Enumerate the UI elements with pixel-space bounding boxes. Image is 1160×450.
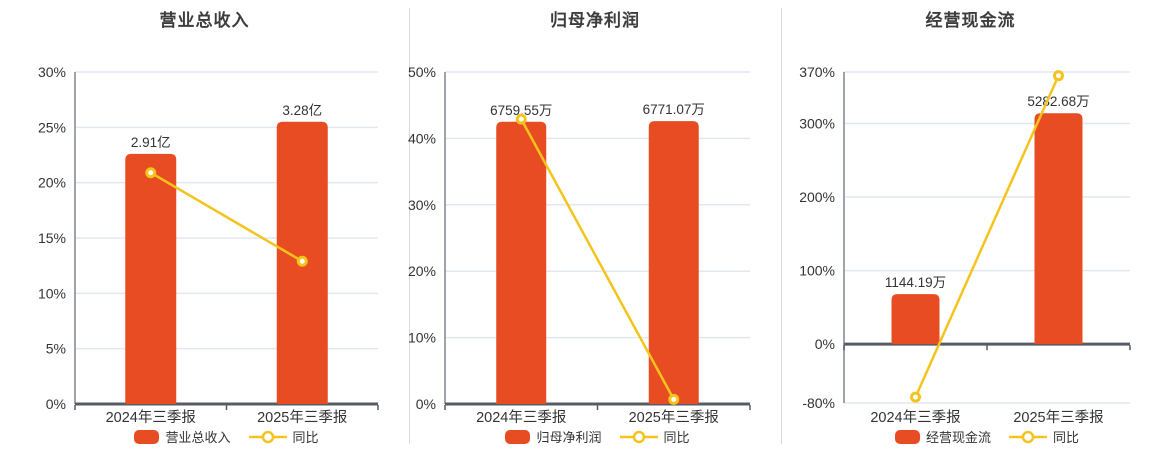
y-tick-label: 0% (815, 336, 835, 352)
operating-cash-flow-legend-bar-item[interactable]: 经营现金流 (894, 427, 991, 446)
y-tick-label: 300% (799, 115, 835, 131)
legend-bar-label: 归母净利润 (536, 430, 602, 445)
operating-cash-flow-bar-2024年三季报[interactable] (891, 294, 940, 345)
y-tick-label: 370% (799, 64, 835, 80)
x-category-label: 2025年三季报 (629, 409, 719, 426)
legend-bar-swatch-icon (134, 429, 160, 444)
bar-value-label: 2.91亿 (131, 135, 171, 150)
x-category-label: 2024年三季报 (106, 409, 196, 426)
legend-line-marker-icon (619, 430, 658, 443)
chart-title-operating-cash-flow: 经营现金流 (925, 11, 1016, 30)
x-category-label: 2024年三季报 (870, 409, 960, 426)
revenue-legend-line-item[interactable]: 同比 (248, 427, 319, 446)
legend-line-label: 同比 (663, 430, 690, 445)
operating-cash-flow-trend-point-2024年三季报[interactable] (910, 391, 921, 403)
legend-bar-label: 经营现金流 (925, 430, 991, 445)
operating-cash-flow-trend-line[interactable] (914, 75, 1060, 398)
x-category-label: 2025年三季报 (257, 409, 347, 426)
revenue-trend-point-2025年三季报[interactable] (296, 255, 308, 267)
y-tick-label: 200% (799, 189, 835, 205)
legend-line-label: 同比 (292, 430, 319, 445)
y-tick-label: 30% (38, 64, 66, 80)
x-category-label: 2024年三季报 (476, 409, 566, 426)
revenue-trend-line[interactable] (150, 171, 303, 263)
y-tick-label: 25% (38, 119, 66, 135)
bar-value-label: 3.28亿 (282, 103, 322, 118)
net-profit-legend-line-item[interactable]: 同比 (619, 427, 690, 446)
y-tick-label: 20% (408, 263, 436, 279)
revenue-legend: 营业总收入 同比 (75, 427, 378, 446)
y-tick-label: 20% (38, 175, 66, 191)
net-profit-trend-line[interactable] (520, 118, 675, 400)
y-tick-label: 0% (416, 396, 436, 412)
net-profit-bar-2024年三季报[interactable] (496, 121, 547, 405)
y-tick-label: 0% (46, 396, 66, 412)
y-tick-label: 40% (408, 130, 436, 146)
operating-cash-flow-legend-line-item[interactable]: 同比 (1009, 427, 1079, 446)
net-profit-legend: 归母净利润 同比 (445, 427, 750, 446)
revenue-legend-bar-item[interactable]: 营业总收入 (134, 427, 231, 446)
legend-bar-swatch-icon (505, 429, 531, 444)
y-tick-label: 10% (38, 285, 66, 301)
net-profit-legend-bar-item[interactable]: 归母净利润 (505, 427, 602, 446)
y-tick-label: -80% (802, 395, 835, 411)
y-tick-label: 5% (46, 341, 66, 357)
bar-value-label: 5282.68万 (1027, 94, 1089, 109)
y-tick-label: 15% (38, 230, 66, 246)
operating-cash-flow-legend: 经营现金流 同比 (844, 427, 1130, 446)
legend-line-marker-icon (1009, 430, 1047, 443)
y-tick-label: 50% (408, 64, 436, 80)
panel-divider (409, 8, 410, 444)
net-profit-trend-point-2025年三季报[interactable] (668, 393, 680, 405)
bar-value-label: 6771.07万 (643, 102, 705, 117)
bar-value-label: 1144.19万 (885, 275, 946, 290)
y-tick-label: 30% (408, 197, 436, 213)
bar-value-label: 6759.55万 (490, 103, 552, 118)
operating-cash-flow-trend-point-2025年三季报[interactable] (1053, 70, 1064, 82)
net-profit-bar-2025年三季报[interactable] (648, 121, 699, 405)
net-profit-trend-point-2024年三季报[interactable] (515, 113, 527, 125)
panel-divider (781, 8, 782, 444)
legend-bar-swatch-icon (894, 429, 920, 444)
legend-line-marker-icon (248, 430, 287, 443)
x-category-label: 2025年三季报 (1013, 409, 1103, 426)
revenue-bar-2024年三季报[interactable] (125, 153, 177, 404)
y-tick-label: 100% (799, 263, 835, 279)
operating-cash-flow-bar-2025年三季报[interactable] (1034, 113, 1083, 345)
legend-line-label: 同比 (1053, 430, 1080, 445)
y-tick-label: 10% (408, 330, 436, 346)
chart-title-revenue: 营业总收入 (159, 11, 250, 30)
legend-bar-label: 营业总收入 (165, 430, 231, 445)
revenue-trend-point-2024年三季报[interactable] (145, 167, 157, 179)
chart-title-net-profit: 归母净利润 (550, 11, 640, 30)
